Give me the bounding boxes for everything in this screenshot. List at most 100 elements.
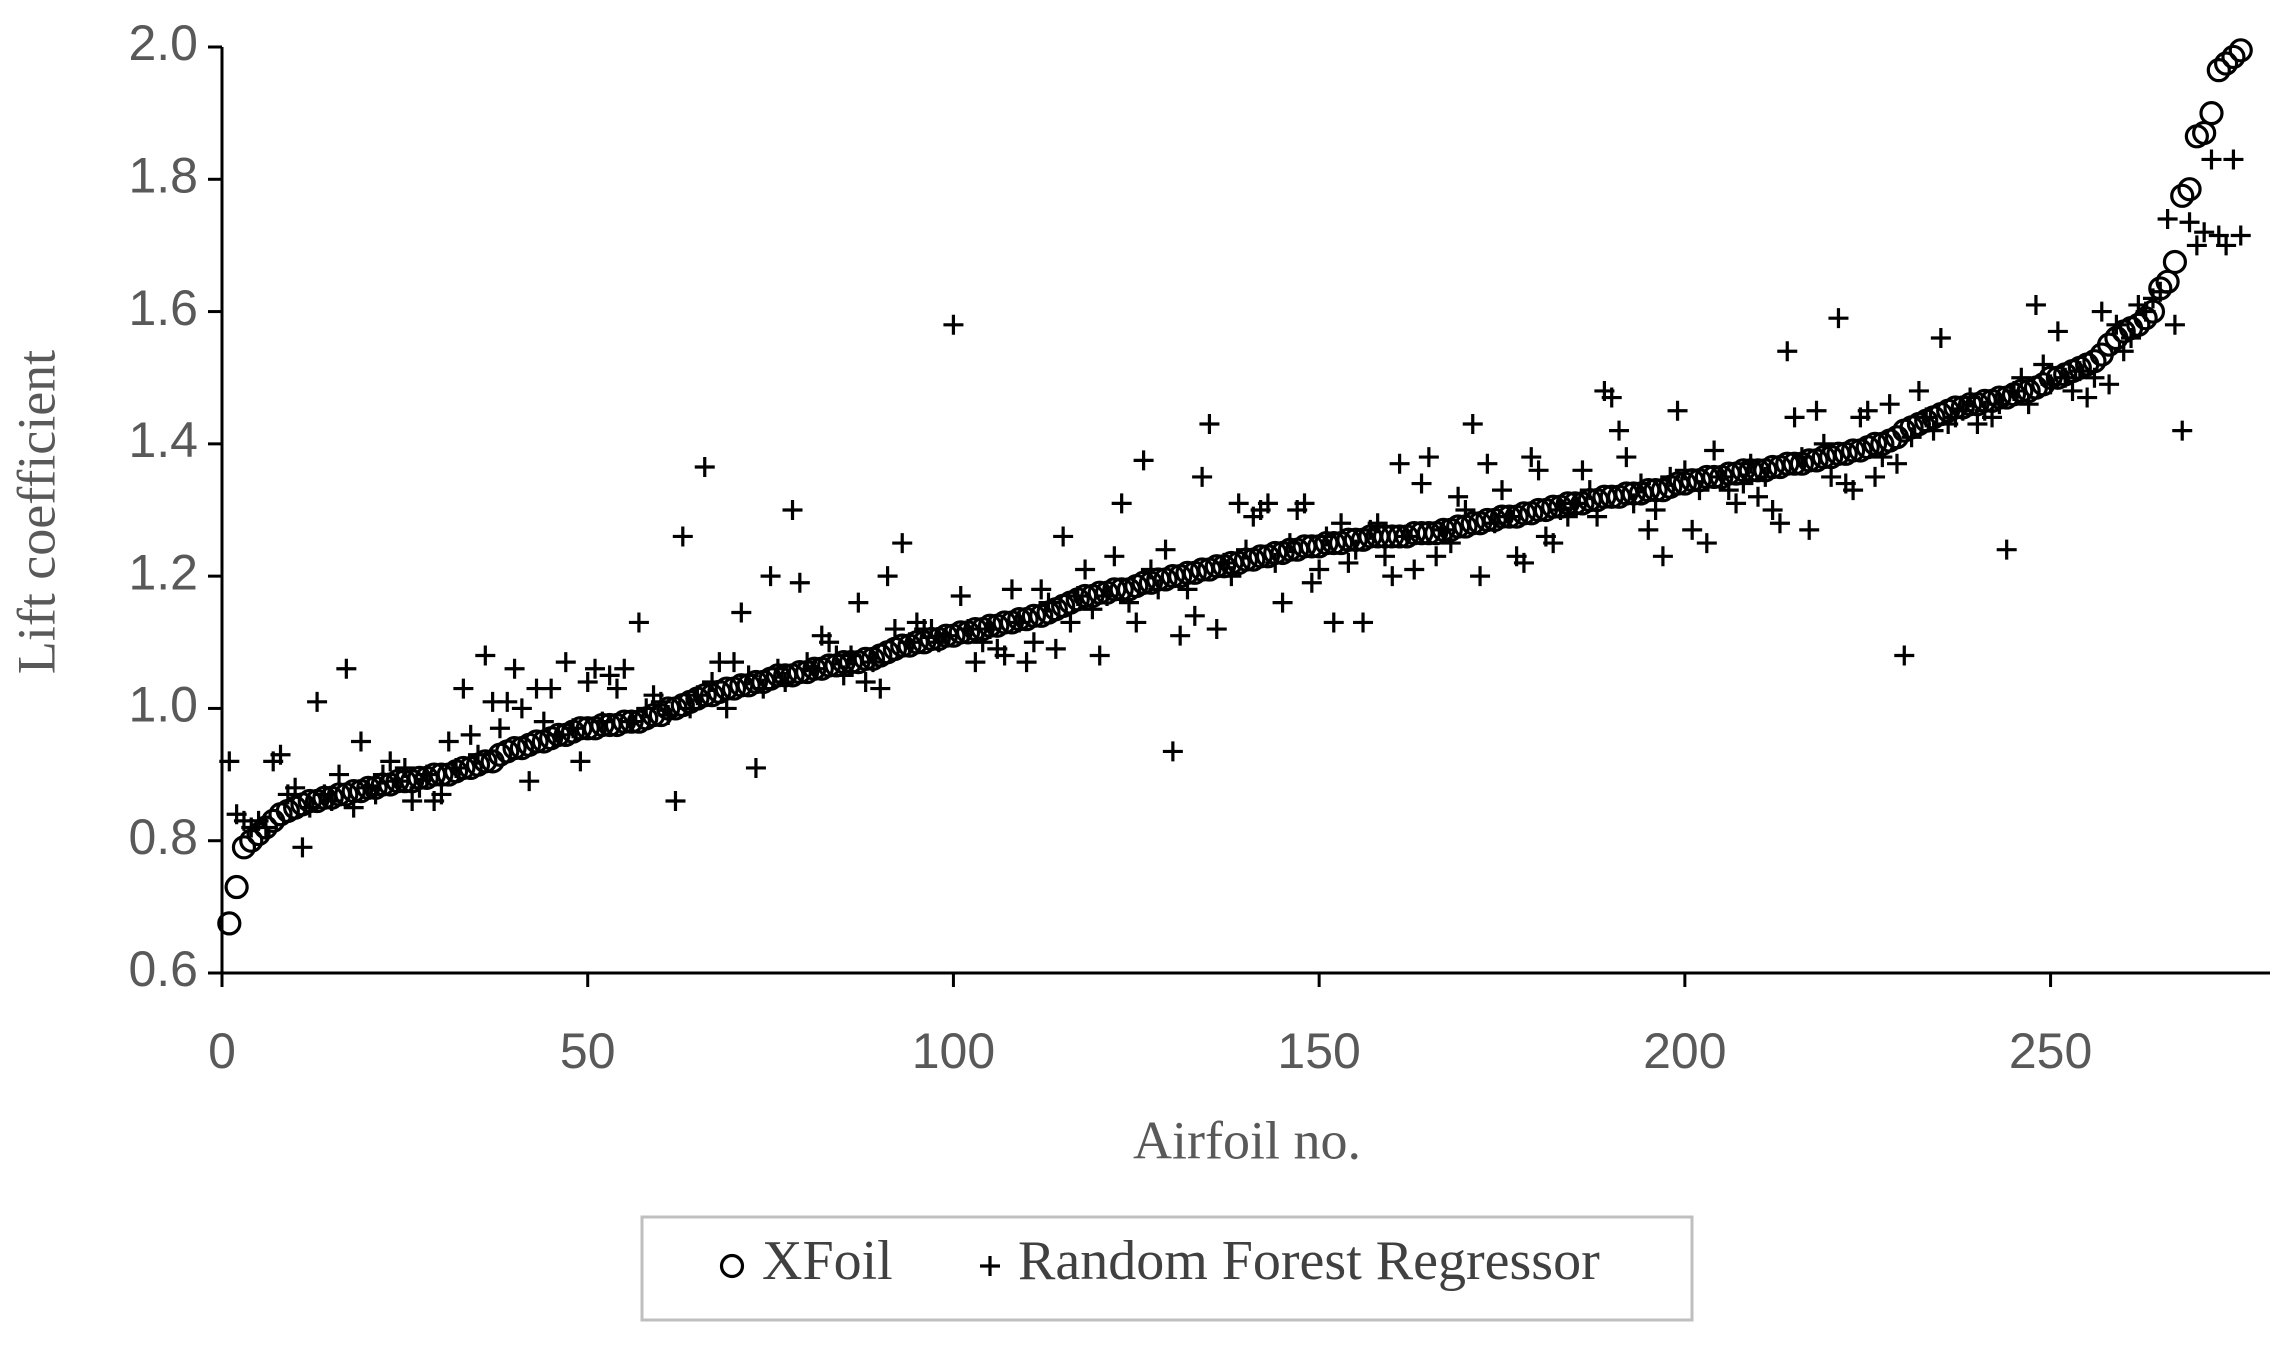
- point-plus: [468, 744, 488, 765]
- point-plus: [1031, 579, 1052, 600]
- point-plus: [1133, 450, 1154, 471]
- point-circle: [473, 749, 498, 774]
- point-plus: [1777, 341, 1798, 362]
- point-plus: [965, 652, 986, 673]
- point-plus: [1404, 559, 1425, 580]
- point-plus: [614, 658, 635, 679]
- point-plus: [1082, 599, 1103, 620]
- point-plus: [1455, 500, 1476, 520]
- point-plus: [2179, 212, 2200, 233]
- point-plus: [2047, 321, 2068, 342]
- point-plus: [1221, 566, 1242, 587]
- point-plus: [1294, 493, 1315, 514]
- point-plus: [1916, 407, 1937, 428]
- point-plus: [592, 711, 613, 732]
- point-plus: [1462, 414, 1483, 435]
- point-plus: [1170, 625, 1191, 646]
- point-plus: [1374, 546, 1395, 567]
- point-plus: [1879, 394, 1900, 415]
- point-circle: [2206, 58, 2231, 83]
- point-plus: [372, 764, 393, 785]
- point-plus: [738, 665, 759, 686]
- point-plus: [716, 698, 737, 719]
- point-plus: [1426, 546, 1447, 567]
- point-plus: [1228, 493, 1249, 514]
- point-plus: [1148, 579, 1169, 600]
- point-plus: [1236, 539, 1256, 560]
- point-plus: [2223, 149, 2244, 170]
- point-plus: [1089, 645, 1110, 666]
- point-plus: [1499, 506, 1520, 527]
- point-plus: [870, 678, 891, 699]
- point-plus: [980, 619, 1000, 640]
- point-circle: [2170, 183, 2195, 208]
- point-plus: [1521, 447, 1542, 468]
- point-plus: [2040, 374, 2061, 395]
- point-plus: [1667, 400, 1688, 421]
- point-plus: [1696, 533, 1717, 554]
- point-plus: [1045, 638, 1066, 659]
- point-plus: [1865, 466, 1886, 487]
- point-plus: [1572, 460, 1593, 481]
- point-plus: [409, 777, 430, 798]
- point-plus: [1960, 387, 1981, 408]
- point-plus: [1279, 533, 1300, 554]
- point-plus: [511, 698, 532, 719]
- point-plus: [775, 671, 796, 692]
- y-tick-label: 0.6: [128, 941, 198, 997]
- point-plus: [958, 619, 979, 640]
- point-plus: [1309, 559, 1330, 580]
- point-plus: [489, 718, 510, 739]
- point-plus: [2084, 367, 2105, 388]
- point-plus: [1367, 513, 1388, 534]
- point-plus: [1382, 566, 1403, 587]
- point-plus: [1345, 539, 1366, 560]
- point-plus: [1389, 453, 1410, 474]
- x-tick-label: 100: [912, 1023, 995, 1079]
- point-plus: [431, 784, 452, 805]
- point-plus: [585, 658, 606, 679]
- point-plus: [1433, 519, 1454, 540]
- point-plus: [650, 691, 671, 712]
- point-plus: [1982, 407, 2003, 428]
- point-plus: [1682, 519, 1703, 540]
- point-plus: [1652, 546, 1673, 567]
- point-plus: [884, 619, 905, 640]
- point-plus: [438, 731, 459, 752]
- point-plus: [1616, 447, 1637, 468]
- point-plus: [1206, 619, 1227, 640]
- point-plus: [1609, 420, 1630, 441]
- point-plus: [2157, 208, 2178, 229]
- point-plus: [519, 771, 540, 792]
- point-plus: [1199, 414, 1220, 435]
- point-plus: [394, 757, 415, 778]
- point-plus: [475, 645, 496, 666]
- point-plus: [1886, 453, 1907, 474]
- point-plus: [1338, 552, 1359, 573]
- point-plus: [1353, 612, 1374, 633]
- point-plus: [1140, 559, 1161, 580]
- point-plus: [2230, 225, 2251, 246]
- y-axis-label: Lift coefficient: [6, 350, 66, 674]
- point-plus: [628, 612, 649, 633]
- point-plus: [760, 566, 781, 587]
- point-plus: [2004, 380, 2024, 401]
- point-plus: [548, 724, 569, 745]
- point-circle: [1862, 431, 1888, 456]
- point-circle: [231, 835, 257, 860]
- point-circle: [1109, 577, 1134, 602]
- point-plus: [2172, 420, 2193, 441]
- point-circle: [2177, 177, 2202, 202]
- y-tick-label: 0.8: [128, 809, 198, 865]
- point-plus: [1689, 480, 1710, 501]
- legend-marker: [719, 1253, 745, 1279]
- point-plus: [2055, 367, 2076, 388]
- point-plus: [1952, 400, 1973, 421]
- point-plus: [943, 314, 964, 335]
- point-circle: [2192, 120, 2217, 146]
- point-plus: [453, 678, 474, 699]
- point-plus: [599, 665, 620, 686]
- point-plus: [255, 817, 276, 838]
- point-plus: [1118, 592, 1139, 613]
